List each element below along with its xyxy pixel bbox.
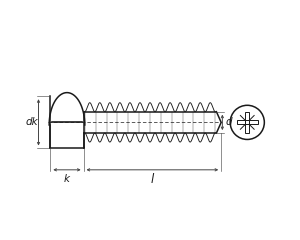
Text: l: l xyxy=(151,173,154,186)
Text: d: d xyxy=(226,117,232,127)
Text: dk: dk xyxy=(25,117,38,127)
Text: k: k xyxy=(64,174,70,184)
